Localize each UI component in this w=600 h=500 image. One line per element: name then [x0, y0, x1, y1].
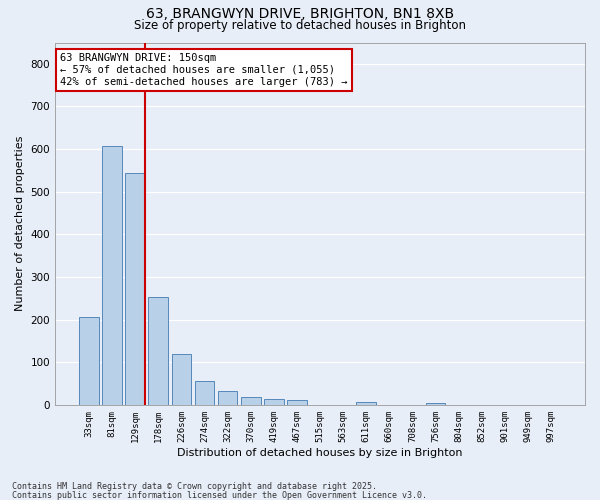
Bar	[148, 298, 168, 405]
Text: 63 BRANGWYN DRIVE: 150sqm
← 57% of detached houses are smaller (1,055)
42% of se: 63 BRANGWYN DRIVE: 150sqm ← 57% of detac…	[61, 54, 348, 86]
X-axis label: Distribution of detached houses by size in Brighton: Distribution of detached houses by size …	[177, 448, 463, 458]
Bar	[241, 397, 260, 405]
Bar	[287, 400, 307, 405]
Y-axis label: Number of detached properties: Number of detached properties	[15, 136, 25, 312]
Bar	[356, 402, 376, 405]
Bar	[264, 399, 284, 405]
Text: Size of property relative to detached houses in Brighton: Size of property relative to detached ho…	[134, 19, 466, 32]
Bar	[194, 380, 214, 405]
Bar	[218, 391, 238, 405]
Text: Contains HM Land Registry data © Crown copyright and database right 2025.: Contains HM Land Registry data © Crown c…	[12, 482, 377, 491]
Bar	[79, 318, 99, 405]
Text: Contains public sector information licensed under the Open Government Licence v3: Contains public sector information licen…	[12, 491, 427, 500]
Bar	[426, 402, 445, 405]
Text: 63, BRANGWYN DRIVE, BRIGHTON, BN1 8XB: 63, BRANGWYN DRIVE, BRIGHTON, BN1 8XB	[146, 8, 454, 22]
Bar	[172, 354, 191, 405]
Bar	[125, 174, 145, 405]
Bar	[102, 146, 122, 405]
